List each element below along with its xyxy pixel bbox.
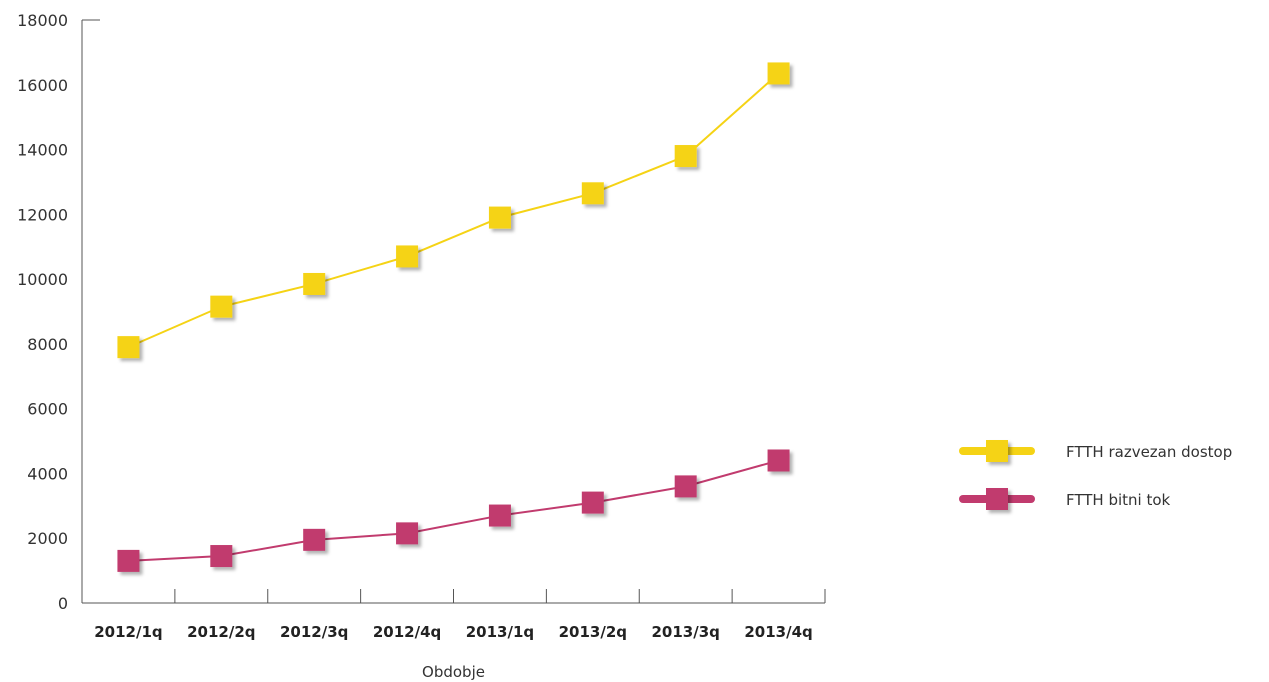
data-point-marker [396,245,419,268]
data-point-marker [581,182,604,205]
series [117,62,790,572]
x-tick-label: 2013/4q [744,623,812,641]
data-point-marker [210,295,233,318]
x-axis-title: Obdobje [422,663,485,681]
data-point-marker [674,475,697,498]
data-point-marker [488,504,511,527]
data-point-marker [488,206,511,229]
x-tick-label: 2012/1q [94,623,162,641]
data-point-marker [117,336,140,359]
y-tick-label: 8000 [27,335,68,354]
data-point-marker [396,522,419,545]
y-tick-label: 0 [58,594,68,613]
data-point-marker [674,145,697,168]
y-tick-label: 18000 [17,11,68,30]
y-tick-label: 10000 [17,270,68,289]
x-tick-label: 2013/3q [651,623,719,641]
data-point-marker [767,62,790,85]
x-ticks [174,589,826,603]
x-tick-label: 2013/2q [559,623,627,641]
axes [81,19,825,604]
y-tick-label: 6000 [27,400,68,419]
x-tick-label: 2013/1q [466,623,534,641]
data-point-marker [303,528,326,551]
series-line [128,459,779,562]
x-tick-label: 2012/2q [187,623,255,641]
data-point-marker [117,549,140,572]
data-point-marker [303,272,326,295]
legend: FTTH razvezan dostop FTTH bitni tok [959,440,1232,510]
x-tick-label: 2012/4q [373,623,441,641]
legend-label: FTTH razvezan dostop [1066,443,1232,461]
data-point-marker [210,545,233,568]
x-tick-labels: 2012/1q 2012/2q 2012/3q 2012/4q 2013/1q 2013/… [94,623,813,641]
series-line [128,72,780,349]
legend-label: FTTH bitni tok [1066,491,1171,509]
y-tick-label: 2000 [27,529,68,548]
y-tick-label: 14000 [17,141,68,160]
legend-item: FTTH razvezan dostop [959,440,1232,462]
series-1 [117,62,790,359]
y-tick-label: 16000 [17,76,68,95]
x-tick-label: 2012/3q [280,623,348,641]
legend-item: FTTH bitni tok [959,488,1171,510]
data-point-marker [767,449,790,472]
legend-marker-swatch [986,440,1008,462]
series-2 [117,449,790,572]
y-tick-label: 12000 [17,205,68,224]
y-tick-labels: 0 2000 4000 6000 8000 10000 12000 14000 16000 180… [17,11,68,613]
legend-marker-swatch [986,488,1008,510]
y-tick-label: 4000 [27,464,68,483]
data-point-marker [581,491,604,514]
